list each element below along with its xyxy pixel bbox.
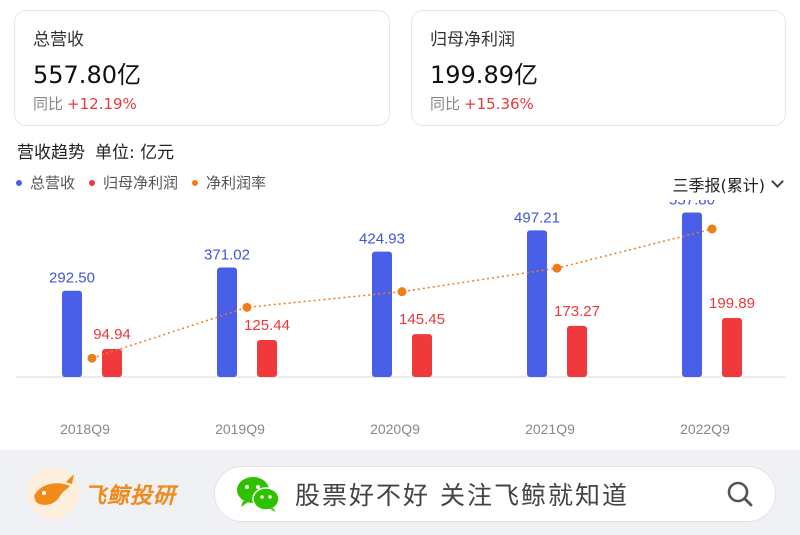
bar-profit-2020Q9 [412,334,432,377]
revenue-card-value: 557.80亿 [33,61,141,89]
label-profit-2018Q9: 94.94 [93,326,131,343]
label-revenue-2018Q9: 292.50 [49,270,95,287]
whale-logo-icon [27,467,79,519]
x-tick-2019Q9: 2019Q9 [215,421,265,437]
x-tick-2022Q9: 2022Q9 [680,421,730,437]
legend-label-revenue: 总营收 [30,174,76,192]
label-profit-2019Q9: 125.44 [244,317,290,334]
x-tick-2021Q9: 2021Q9 [525,421,575,437]
revenue-card: 总营收 557.80亿 同比 +12.19% [14,10,390,126]
point-margin-2022Q9 [707,224,717,234]
legend-label-profit: 归母净利润 [103,174,179,192]
search-bar[interactable]: 股票好不好 关注飞鲸就知道 [214,466,776,522]
legend-label-margin: 净利润率 [206,174,267,192]
legend-dot-revenue [16,179,22,186]
point-margin-2019Q9 [242,302,252,312]
section-unit: 单位: 亿元 [95,143,175,163]
label-revenue-2021Q9: 497.21 [514,209,560,226]
profit-yoy-label: 同比 [430,95,461,113]
section-title-text: 营收趋势 [17,143,85,163]
legend-dot-profit [89,179,96,186]
x-tick-2018Q9: 2018Q9 [60,421,110,437]
revenue-yoy-label: 同比 [33,95,64,113]
label-revenue-2020Q9: 424.93 [359,231,405,248]
label-revenue-2019Q9: 371.02 [204,247,250,264]
point-margin-2020Q9 [397,287,407,297]
point-margin-2021Q9 [552,263,562,273]
label-profit-2021Q9: 173.27 [554,303,600,320]
bar-profit-2019Q9 [257,339,277,377]
profit-yoy: 同比 +15.36% [430,93,767,114]
legend-item-margin[interactable]: 净利润率 [192,172,266,193]
bar-revenue-2020Q9 [372,251,392,377]
search-text: 股票好不好 关注飞鲸就知道 [295,481,629,510]
x-tick-2020Q9: 2020Q9 [370,421,420,437]
profit-yoy-value: +15.36% [464,95,534,113]
legend-item-profit[interactable]: 归母净利润 [89,172,178,193]
profit-card: 归母净利润 199.89亿 同比 +15.36% [411,10,786,126]
bar-profit-2018Q9 [102,348,122,377]
wechat-icon [237,477,280,512]
legend-dot-margin [192,179,199,186]
chart-legend: 总营收 归母净利润 净利润率 [16,172,266,193]
revenue-yoy: 同比 +12.19% [33,93,371,114]
period-selector[interactable]: 三季报(累计) [672,172,784,196]
section-title: 营收趋势 单位: 亿元 [17,138,174,163]
brand-name: 飞鲸投研 [84,484,177,509]
revenue-card-title: 总营收 [33,30,84,50]
bar-profit-2021Q9 [567,325,587,377]
profit-card-title: 归母净利润 [430,30,515,50]
chevron-down-icon [771,175,784,188]
revenue-yoy-value: +12.19% [67,95,137,113]
bar-profit-2022Q9 [722,318,742,377]
label-profit-2020Q9: 145.45 [399,311,445,328]
legend-item-revenue[interactable]: 总营收 [16,172,75,193]
label-profit-2022Q9: 199.89 [709,295,755,312]
search-icon[interactable] [725,479,755,509]
bar-revenue-2019Q9 [217,267,237,377]
period-selector-label: 三季报(累计) [672,176,766,195]
profit-card-value: 199.89亿 [430,61,538,89]
bar-revenue-2021Q9 [527,230,547,377]
point-margin-2018Q9 [87,353,97,363]
label-revenue-2022Q9: 557.80 [669,200,715,208]
bar-revenue-2018Q9 [62,290,82,377]
revenue-trend-chart: 292.50 94.94 2018Q9 371.02 125.44 2019Q9 424.9… [16,200,785,437]
bar-revenue-2022Q9 [682,212,702,377]
